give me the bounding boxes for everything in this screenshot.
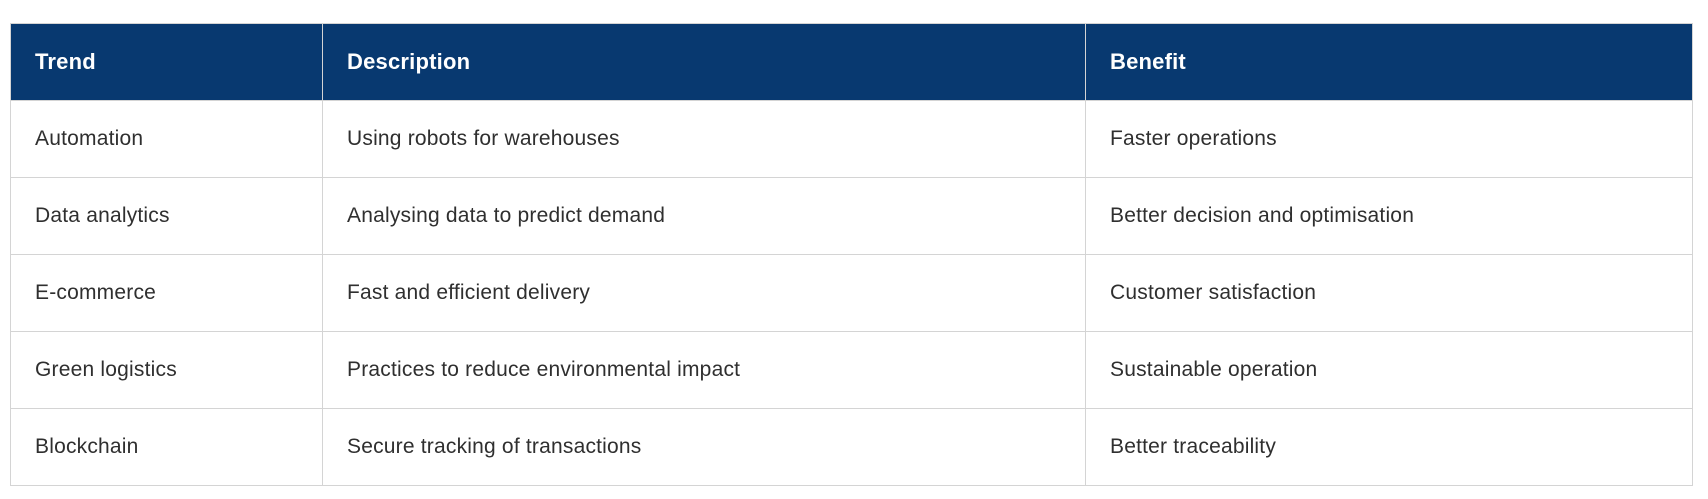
table-row: Green logistics Practices to reduce envi… (10, 331, 1693, 409)
cell-trend: Blockchain (10, 408, 323, 486)
header-row: Trend Description Benefit (10, 23, 1693, 101)
cell-benefit: Sustainable operation (1085, 331, 1693, 409)
cell-description: Fast and efficient delivery (322, 254, 1086, 332)
column-header-description: Description (322, 23, 1086, 101)
cell-benefit: Better traceability (1085, 408, 1693, 486)
cell-trend: Green logistics (10, 331, 323, 409)
cell-description: Secure tracking of transactions (322, 408, 1086, 486)
cell-description: Using robots for warehouses (322, 100, 1086, 178)
trends-table: Trend Description Benefit Automation Usi… (10, 23, 1693, 486)
cell-description: Practices to reduce environmental impact (322, 331, 1086, 409)
cell-trend: Data analytics (10, 177, 323, 255)
trends-table-container: Trend Description Benefit Automation Usi… (10, 23, 1693, 486)
table-row: Blockchain Secure tracking of transactio… (10, 408, 1693, 486)
column-header-trend: Trend (10, 23, 323, 101)
table-row: Automation Using robots for warehouses F… (10, 100, 1693, 178)
cell-description: Analysing data to predict demand (322, 177, 1086, 255)
column-header-benefit: Benefit (1085, 23, 1693, 101)
cell-benefit: Faster operations (1085, 100, 1693, 178)
cell-benefit: Better decision and optimisation (1085, 177, 1693, 255)
cell-benefit: Customer satisfaction (1085, 254, 1693, 332)
table-row: Data analytics Analysing data to predict… (10, 177, 1693, 255)
cell-trend: Automation (10, 100, 323, 178)
table-row: E-commerce Fast and efficient delivery C… (10, 254, 1693, 332)
cell-trend: E-commerce (10, 254, 323, 332)
